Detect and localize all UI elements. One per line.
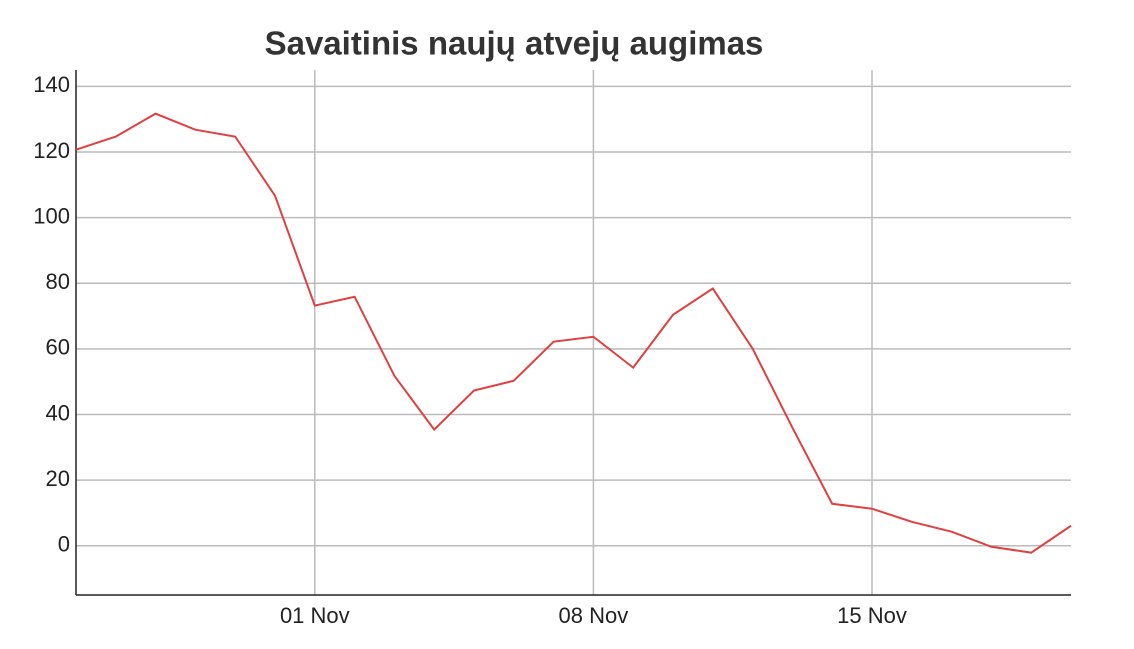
y-tick-label: 20 [46, 466, 70, 491]
x-tick-label: 08 Nov [559, 603, 629, 628]
chart-title: Savaitinis naujų atvejų augimas [265, 25, 764, 62]
y-tick-label: 100 [33, 203, 70, 228]
y-tick-label: 120 [33, 138, 70, 163]
x-tick-label: 15 Nov [837, 603, 907, 628]
y-tick-label: 40 [46, 400, 70, 425]
data-line [75, 112, 1072, 554]
y-tick-label: 140 [33, 72, 70, 97]
y-tick-label: 0 [58, 532, 70, 557]
y-tick-label: 80 [46, 269, 70, 294]
y-tick-label: 60 [46, 335, 70, 360]
x-tick-label: 01 Nov [280, 603, 350, 628]
